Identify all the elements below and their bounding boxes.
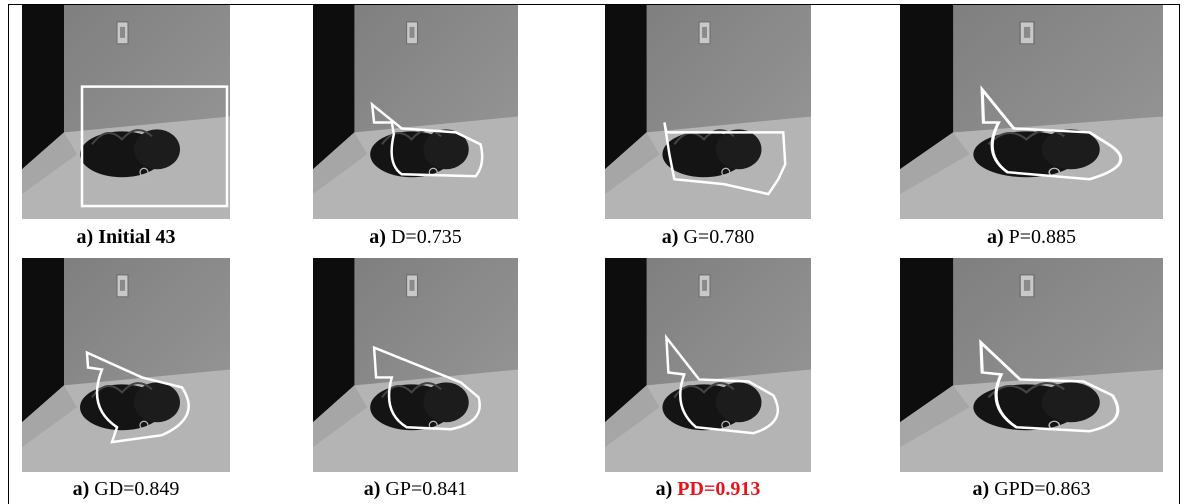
segmentation-image — [22, 258, 230, 472]
caption-label: a) — [973, 478, 990, 500]
segmentation-image — [605, 5, 811, 219]
caption-text: D=0.735 — [391, 226, 462, 248]
caption-label: a) — [987, 226, 1004, 248]
caption-label: a) — [73, 478, 90, 500]
caption-label: a) — [77, 226, 94, 248]
caption-label: a) — [656, 478, 673, 500]
figure: a) Initial 43a) D=0.735a) G=0.780a) P=0.… — [0, 0, 1186, 504]
caption: a) P=0.885 — [900, 226, 1163, 249]
caption: a) GD=0.849 — [22, 478, 230, 501]
caption: a) D=0.735 — [313, 226, 518, 249]
table-border — [8, 4, 9, 504]
caption-text: GD=0.849 — [94, 478, 179, 500]
caption: a) GPD=0.863 — [900, 478, 1163, 501]
segmentation-image — [900, 5, 1163, 219]
segmentation-image — [900, 258, 1163, 472]
caption-text: G=0.780 — [683, 226, 754, 248]
segmentation-image — [313, 258, 518, 472]
caption-label: a) — [364, 478, 381, 500]
caption-text: PD=0.913 — [677, 478, 760, 500]
caption: a) G=0.780 — [605, 226, 811, 249]
caption-text: GP=0.841 — [385, 478, 467, 500]
caption-label: a) — [662, 226, 679, 248]
caption-label: a) — [369, 226, 386, 248]
segmentation-image — [313, 5, 518, 219]
caption-text: P=0.885 — [1009, 226, 1076, 248]
caption: a) Initial 43 — [22, 226, 230, 249]
segmentation-image — [22, 5, 230, 219]
table-border — [1179, 4, 1180, 504]
caption: a) PD=0.913 — [605, 478, 811, 501]
caption: a) GP=0.841 — [313, 478, 518, 501]
caption-text: Initial 43 — [98, 226, 175, 248]
segmentation-image — [605, 258, 811, 472]
caption-text: GPD=0.863 — [994, 478, 1090, 500]
